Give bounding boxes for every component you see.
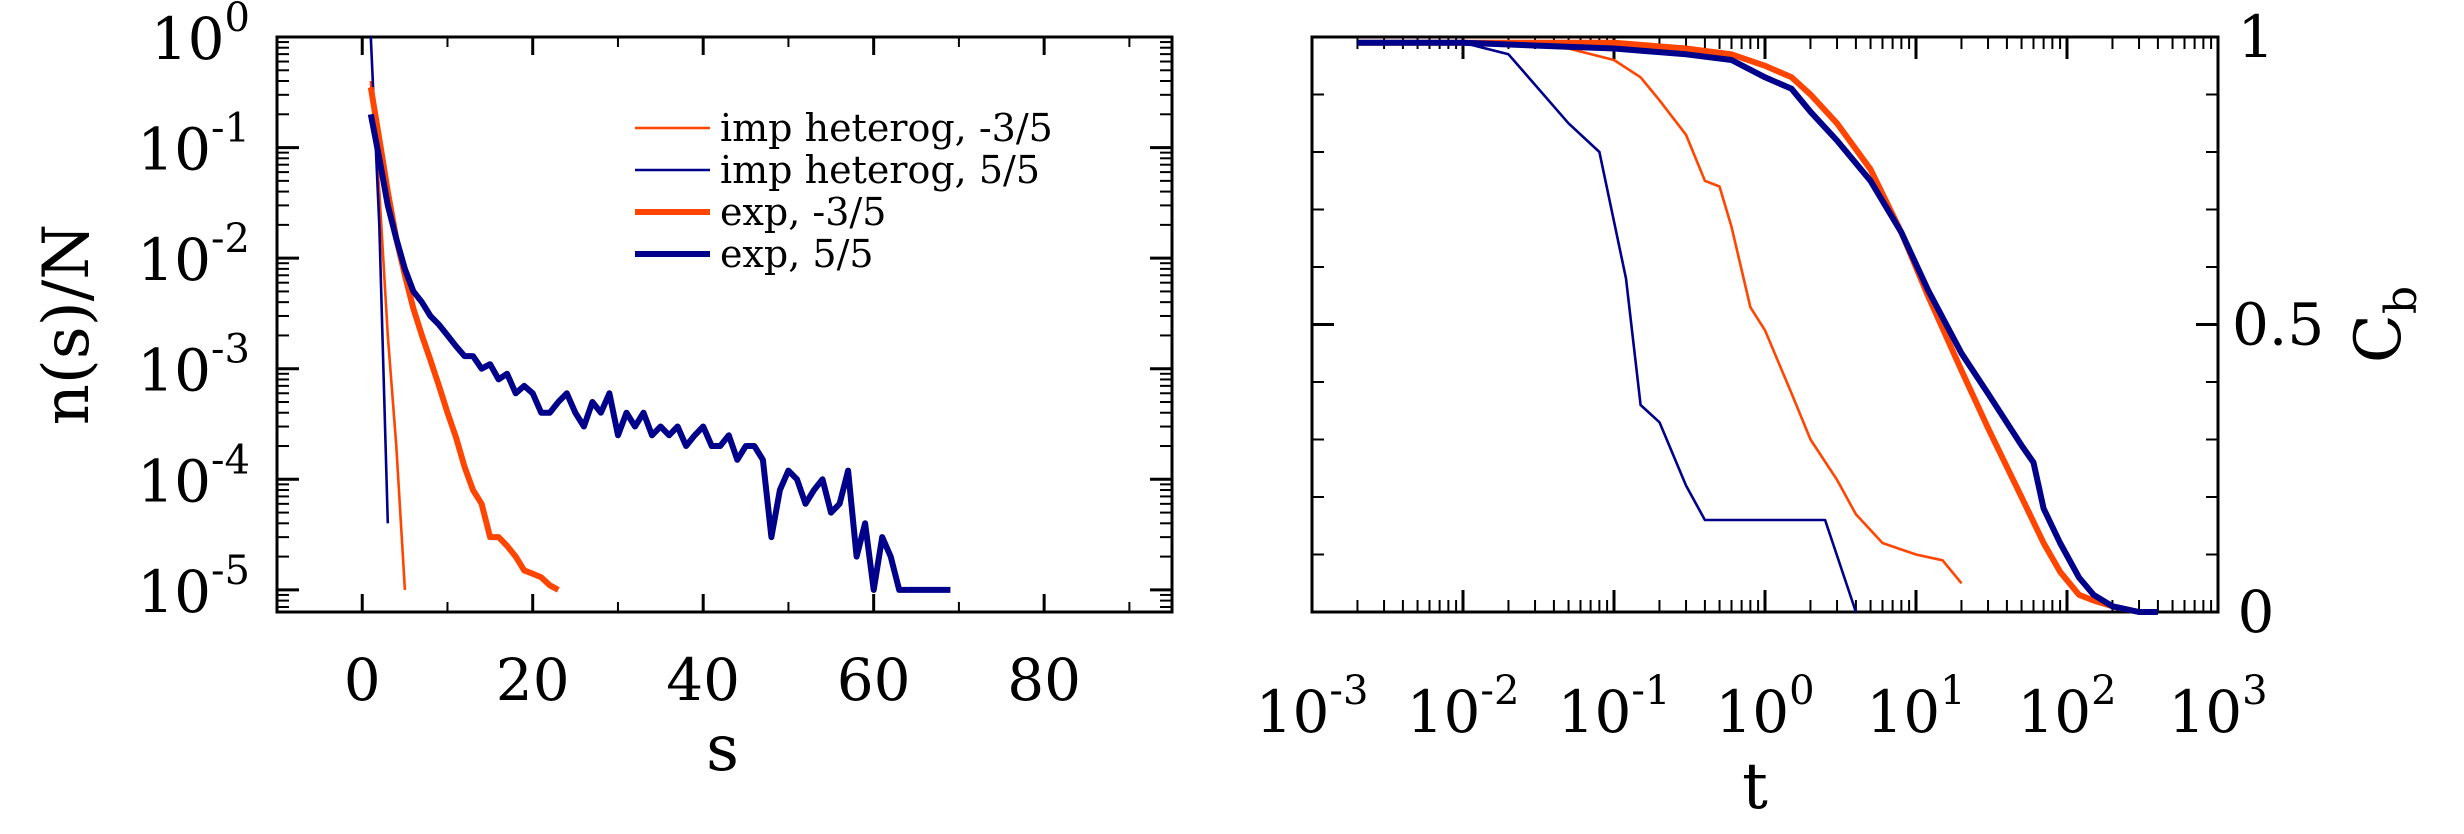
left-y-tick-label: 10-4 (137, 437, 250, 515)
right-series-2 (1357, 39, 2140, 615)
left-series-2 (367, 86, 560, 593)
legend-label-2: exp, -3/5 (720, 190, 886, 234)
right-x-tick-label: 101 (1866, 668, 1965, 746)
left-x-tick-label: 40 (666, 646, 740, 714)
right-x-tick-label: 100 (1715, 668, 1814, 746)
left-y-axis-label: n(s)/N (30, 224, 104, 426)
left-series-3 (367, 113, 951, 593)
left-y-tick-label: 10-5 (137, 548, 250, 626)
right-chart: 10-3 10-2 10-1 100 101 102 103 0 0.5 1 t Cb (1256, 3, 2427, 824)
right-y-tick-label: 1 (2238, 3, 2275, 71)
left-x-axis-label: s (706, 712, 739, 786)
left-x-tick-label: 20 (496, 646, 570, 714)
left-x-tick-label: 60 (837, 646, 911, 714)
right-y-axis-label: Cb (2342, 286, 2427, 363)
right-x-tick-label: 102 (2017, 668, 2116, 746)
right-x-tick-label: 10-1 (1558, 668, 1671, 746)
right-y-tick-label: 0 (2238, 578, 2275, 646)
left-y-tick-label: 10-2 (137, 216, 250, 294)
left-y-tick-label: 10-3 (137, 327, 250, 405)
left-x-tick-label: 80 (1007, 646, 1081, 714)
left-chart: 0 20 40 60 80 100 10-1 10-2 10-3 10-4 10-5 s n(s)/N i… (30, 0, 1174, 786)
right-x-tick-label: 10-2 (1407, 668, 1520, 746)
legend-label-0: imp heterog, -3/5 (720, 106, 1053, 150)
right-x-tick-label: 103 (2168, 668, 2267, 746)
legend-label-3: exp, 5/5 (720, 232, 874, 276)
left-plot-frame (275, 35, 1174, 614)
left-x-tick-label: 0 (344, 646, 381, 714)
right-x-axis-label: t (1742, 750, 1768, 824)
legend-label-1: imp heterog, 5/5 (720, 148, 1040, 192)
right-series-3 (1357, 39, 2158, 615)
right-series-0 (1357, 41, 1963, 585)
left-y-tick-label: 10-1 (137, 106, 250, 184)
right-y-tick-label: 0.5 (2232, 291, 2324, 359)
right-series-1 (1357, 41, 1858, 613)
right-plot-frame (1310, 35, 2220, 614)
left-y-tick-label: 100 (151, 0, 250, 73)
right-x-tick-label: 10-3 (1256, 668, 1369, 746)
